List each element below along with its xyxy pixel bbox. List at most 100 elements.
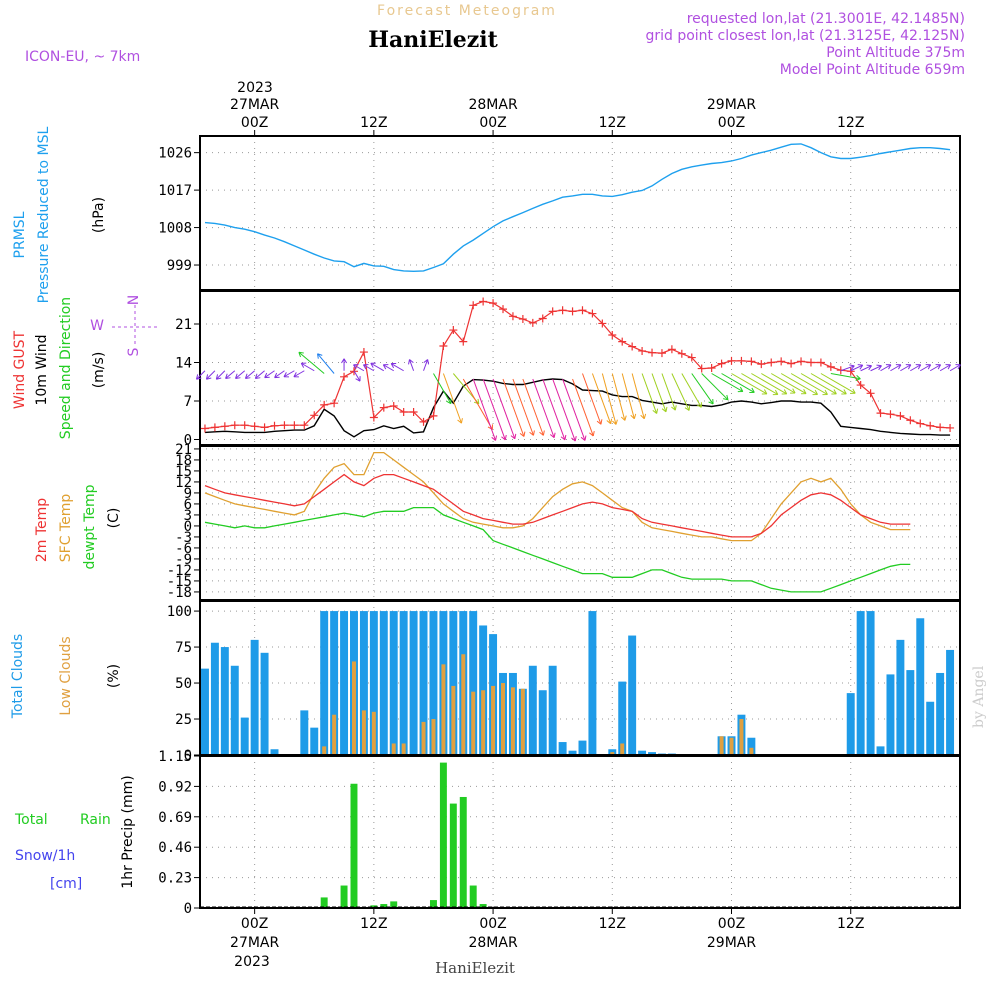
panel-frame-1 xyxy=(199,290,961,446)
wind-arrow xyxy=(255,370,265,379)
gust-marker xyxy=(628,342,637,351)
temp-2m-line xyxy=(204,473,911,538)
wind-arrow xyxy=(671,373,690,411)
gust-marker xyxy=(946,423,955,432)
wind-arrow xyxy=(900,364,912,372)
gust-marker xyxy=(767,358,776,367)
wind-arrow xyxy=(591,373,612,424)
total-cloud-bar xyxy=(926,701,935,755)
gust-marker xyxy=(866,389,875,398)
wind-arrow xyxy=(651,373,667,413)
wind-arrow-head xyxy=(857,364,864,370)
ytick-label-2: 9 xyxy=(184,486,192,502)
wind-arrow xyxy=(860,365,872,372)
wind-arrow xyxy=(383,364,394,372)
wind-arrow-head xyxy=(205,374,212,380)
wind-arrow-head xyxy=(408,359,414,365)
total-cloud-bar xyxy=(320,611,329,755)
wind-arrow xyxy=(409,359,415,371)
wind-arrow-head xyxy=(341,358,348,364)
total-cloud-bar xyxy=(310,727,319,755)
total-cloud-bar xyxy=(200,668,209,755)
ytick-label-4: 0.23 xyxy=(158,871,192,887)
wind-arrow-head xyxy=(491,435,498,441)
low-cloud-bar xyxy=(610,752,615,755)
total-cloud-bar xyxy=(846,693,855,755)
precip-label: 1hr Precip (mm) xyxy=(120,775,136,888)
low-clouds-label: Low Clouds xyxy=(58,636,74,715)
wind-arrow-head xyxy=(363,364,369,370)
wind-arrow-head xyxy=(195,374,202,380)
low-cloud-bar xyxy=(749,747,754,755)
gust-marker xyxy=(369,413,378,422)
low-cloud-bar xyxy=(501,683,505,755)
gust-marker xyxy=(558,306,567,315)
total-cloud-bar xyxy=(230,665,239,755)
gust-marker xyxy=(548,307,557,316)
gust-marker xyxy=(300,421,309,430)
gust-marker xyxy=(568,307,577,316)
wind-arrow-head xyxy=(661,406,668,413)
gust-marker xyxy=(290,421,299,430)
wind-arrow-head xyxy=(580,435,587,441)
location-title: HaniElezit xyxy=(368,27,498,53)
wind-arrow xyxy=(701,373,729,401)
ytick-label-4: 0 xyxy=(184,901,192,917)
wind-arrow-head xyxy=(370,362,376,368)
model-altitude: Model Point Altitude 659m xyxy=(780,62,965,78)
gust-marker xyxy=(240,421,249,430)
gust-marker xyxy=(359,348,368,357)
low-cloud-bar xyxy=(739,719,744,755)
gust-marker xyxy=(598,319,607,328)
gust-label: Wind GUST xyxy=(12,330,28,409)
wind-arrow-head xyxy=(885,364,892,370)
top-date-label: 27MAR xyxy=(230,97,279,113)
gust-marker xyxy=(578,306,587,315)
total-cloud-bar xyxy=(946,649,955,755)
ytick-label-4: 1.15 xyxy=(158,749,192,765)
prmsl-label: PRMSL xyxy=(12,211,28,258)
wind-arrow xyxy=(691,373,714,405)
ytick-label-0: 999 xyxy=(167,258,192,274)
wind-arrow xyxy=(761,373,796,394)
gust-marker xyxy=(638,346,647,355)
gust-marker xyxy=(806,358,815,367)
ytick-label-2: 0 xyxy=(184,519,192,535)
ytick-label-2: 21 xyxy=(175,442,192,458)
wind-arrow xyxy=(353,370,361,382)
low-cloud-bar xyxy=(719,736,724,755)
total-cloud-bar xyxy=(588,611,597,755)
wind-arrow-head xyxy=(935,364,942,370)
wind-arrow-head xyxy=(300,362,307,368)
gust-marker xyxy=(439,342,448,350)
wind-arrow-head xyxy=(390,362,397,369)
rain-bar xyxy=(390,901,398,908)
total-cloud-bar xyxy=(568,750,577,755)
low-cloud-bar xyxy=(491,685,496,755)
gust-marker xyxy=(588,309,597,318)
gust-marker xyxy=(210,423,219,432)
wind-arrow-head xyxy=(215,374,222,380)
wind-arrow xyxy=(293,370,305,378)
point-altitude: Point Altitude 375m xyxy=(826,45,965,61)
wind-arrow xyxy=(731,373,768,395)
ytick-label-2: 15 xyxy=(175,464,192,480)
plot-area: 27MAR 00Z 12Z 28MAR 00Z 12Z 29MAR 00Z 12Z 00Z 27MA… xyxy=(158,97,961,951)
total-cloud-bar xyxy=(369,611,378,755)
wind-arrow xyxy=(433,373,452,404)
wind-arrow-head xyxy=(841,389,847,395)
wind-arrow xyxy=(582,373,602,425)
low-cloud-bar xyxy=(361,710,366,755)
wind-arrow-head xyxy=(955,364,961,370)
total-cloud-bar xyxy=(906,670,915,755)
wind-arrow-head xyxy=(876,364,882,371)
low-cloud-bar xyxy=(322,746,327,755)
wind-arrow-head xyxy=(831,389,837,395)
wind-arrow xyxy=(522,378,544,436)
low-cloud-bar xyxy=(431,719,436,755)
gust-marker xyxy=(717,359,726,368)
ytick-label-3: 100 xyxy=(167,604,192,620)
wind-arrow xyxy=(370,362,385,372)
gust-marker xyxy=(667,345,676,354)
gust-marker xyxy=(399,408,408,416)
